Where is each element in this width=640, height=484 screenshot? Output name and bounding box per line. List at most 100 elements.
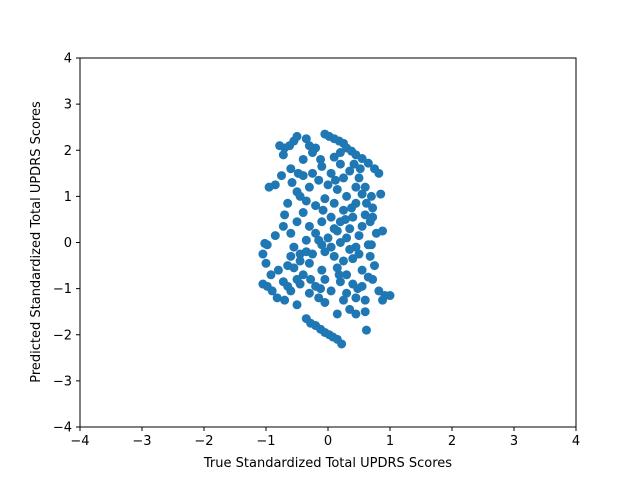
data-point-118 <box>342 191 352 201</box>
x-tick-label-2: −2 <box>194 434 213 449</box>
y-tick-label-2: −2 <box>53 328 72 343</box>
data-point-115 <box>354 231 364 241</box>
data-point-103 <box>348 212 358 222</box>
data-point-21 <box>308 148 317 158</box>
data-point-119 <box>332 184 342 194</box>
data-point-157 <box>318 205 328 215</box>
data-point-98 <box>323 233 333 243</box>
data-point-167 <box>349 159 359 169</box>
data-point-30 <box>278 221 288 231</box>
data-point-152 <box>368 212 378 222</box>
data-point-16 <box>275 141 285 151</box>
data-point-142 <box>295 256 305 266</box>
data-point-57 <box>320 297 330 307</box>
x-tick-label-6: 2 <box>448 434 456 449</box>
data-point-102 <box>357 221 367 231</box>
data-point-92 <box>332 263 342 273</box>
data-point-72 <box>262 281 272 291</box>
data-point-89 <box>351 293 361 303</box>
data-point-33 <box>335 159 345 169</box>
data-point-87 <box>326 286 336 296</box>
data-point-171 <box>287 178 297 188</box>
data-point-86 <box>314 293 324 303</box>
data-point-158 <box>347 203 357 213</box>
data-point-68 <box>280 295 290 305</box>
data-point-165 <box>283 281 293 291</box>
data-point-51 <box>378 295 388 305</box>
data-point-156 <box>340 214 350 224</box>
data-point-149 <box>365 251 375 261</box>
points-layer <box>258 129 395 349</box>
data-point-174 <box>301 196 311 206</box>
data-point-17 <box>278 150 288 160</box>
data-point-85 <box>304 288 314 298</box>
x-tick-label-5: 1 <box>386 434 394 449</box>
data-point-164 <box>292 274 302 284</box>
data-point-132 <box>348 254 358 264</box>
data-point-166 <box>360 295 370 305</box>
data-point-148 <box>354 249 364 259</box>
data-point-29 <box>280 210 290 220</box>
data-point-54 <box>351 309 361 319</box>
data-point-153 <box>314 235 324 245</box>
data-point-28 <box>283 198 293 208</box>
data-point-56 <box>332 309 342 319</box>
data-point-141 <box>286 251 296 261</box>
data-point-69 <box>272 293 282 303</box>
data-point-123 <box>295 191 305 201</box>
data-point-38 <box>360 182 370 192</box>
data-point-122 <box>304 182 314 192</box>
data-point-67 <box>292 300 302 310</box>
data-point-155 <box>329 224 339 234</box>
data-point-104 <box>339 205 348 215</box>
y-tick-label-7: 3 <box>64 98 72 113</box>
data-point-161 <box>353 284 363 294</box>
data-point-108 <box>298 208 308 218</box>
data-point-116 <box>360 210 370 220</box>
y-tick-label-3: −1 <box>53 282 72 297</box>
x-tick-label-0: −4 <box>70 434 89 449</box>
data-point-145 <box>326 242 336 252</box>
data-point-34 <box>317 161 327 171</box>
data-point-77 <box>260 238 270 248</box>
plot-area-frame <box>79 57 577 428</box>
data-point-18 <box>301 134 311 144</box>
data-point-170 <box>293 168 303 178</box>
data-point-26 <box>270 180 280 190</box>
y-tick-label-8: 4 <box>64 52 72 67</box>
data-point-44 <box>378 226 388 236</box>
data-point-46 <box>370 261 379 271</box>
data-point-39 <box>366 191 376 201</box>
data-point-9 <box>363 158 373 168</box>
data-point-169 <box>316 154 326 164</box>
data-point-32 <box>329 152 339 162</box>
data-point-159 <box>334 270 344 280</box>
data-point-131 <box>339 256 348 266</box>
data-point-55 <box>345 304 355 314</box>
data-point-163 <box>316 284 326 294</box>
data-point-126 <box>351 182 361 192</box>
y-tick-label-5: 1 <box>64 190 72 205</box>
x-axis-ticks: −4 −3 −2 −1 0 1 2 3 4 <box>70 427 580 449</box>
data-point-120 <box>323 180 333 190</box>
data-point-150 <box>366 240 376 250</box>
data-point-35 <box>326 168 336 178</box>
y-axis-label: Predicted Standardized Total UPDRS Score… <box>29 101 44 383</box>
data-point-109 <box>292 217 302 227</box>
data-point-134 <box>363 272 373 282</box>
data-point-11 <box>374 168 384 178</box>
data-point-81 <box>273 265 283 275</box>
data-point-133 <box>357 265 367 275</box>
data-point-75 <box>258 249 268 259</box>
data-point-111 <box>317 217 327 227</box>
data-point-107 <box>311 201 321 211</box>
data-point-112 <box>326 212 336 222</box>
data-point-100 <box>342 233 352 243</box>
data-point-23 <box>286 164 296 174</box>
data-point-130 <box>329 251 339 261</box>
data-point-140 <box>289 263 299 273</box>
data-point-96 <box>301 235 311 245</box>
data-point-139 <box>298 270 308 280</box>
